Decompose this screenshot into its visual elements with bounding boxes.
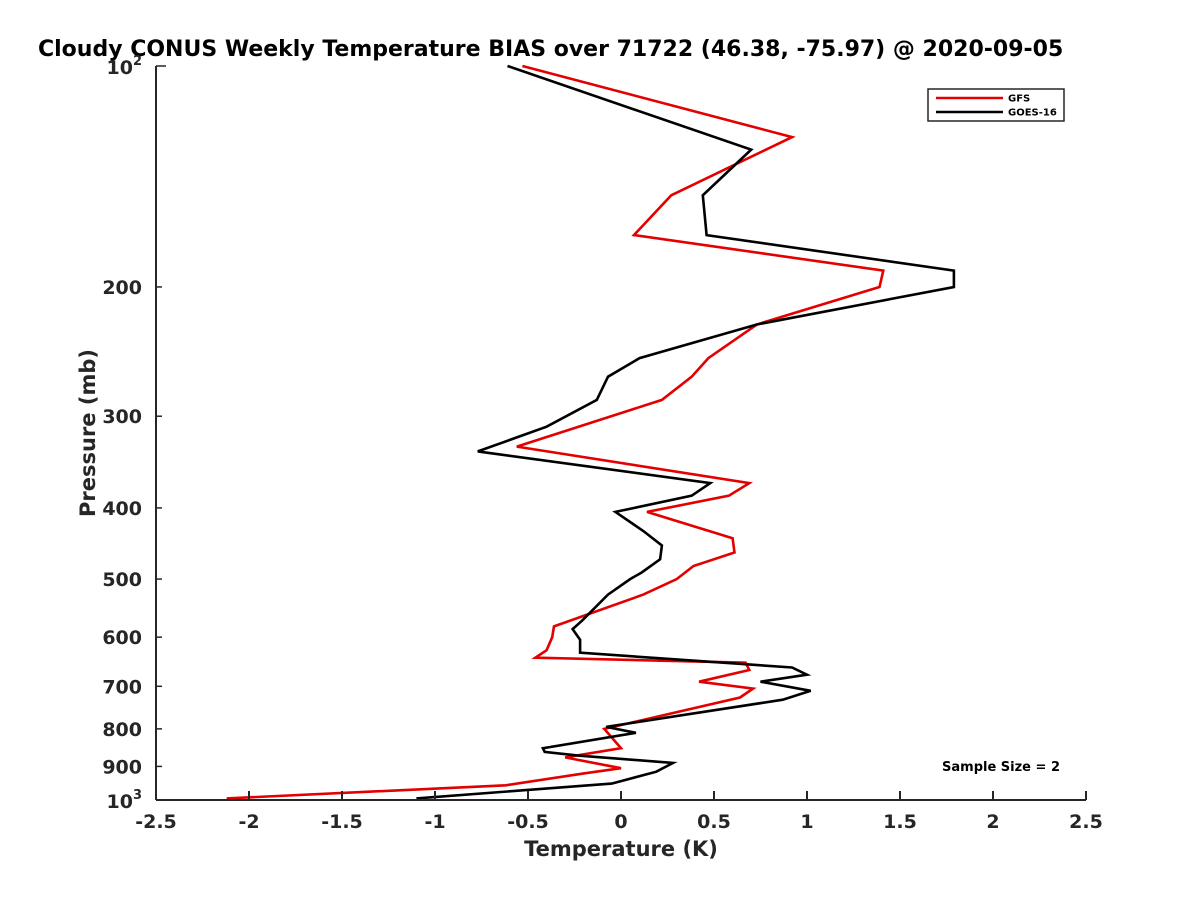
y-tick-label: 300: [102, 406, 142, 428]
x-tick-label: 0: [614, 811, 627, 833]
y-tick-label: 800: [102, 719, 142, 741]
sample-size-annotation: Sample Size = 2: [942, 760, 1060, 775]
y-tick-label: 700: [102, 676, 142, 698]
y-axis-ticks: 102 200 300 400 500 600 700 800 900 103: [102, 54, 166, 813]
series-layer: [226, 64, 956, 800]
y-tick-label: 400: [102, 498, 142, 520]
y-axis-label: Pressure (mb): [76, 349, 100, 517]
y-tick-label: 103: [107, 788, 143, 813]
axes-background: [156, 66, 1086, 800]
x-axis-label: Temperature (K): [524, 837, 718, 861]
y-tick-label: 200: [102, 277, 142, 299]
x-tick-label: -2: [238, 811, 259, 833]
series-line-gfs: [226, 64, 885, 800]
x-tick-label: 1: [800, 811, 813, 833]
x-tick-label: 1.5: [883, 811, 917, 833]
x-tick-label: -1.5: [321, 811, 363, 833]
x-tick-label: -2.5: [135, 811, 177, 833]
y-tick-label: 600: [102, 627, 142, 649]
series-line-goes-16: [416, 64, 956, 800]
plot-area: -2.5 -2 -1.5 -1 -0.5 0 0.5 1 1.5 2 2.5 102 200 300 40…: [102, 54, 1103, 833]
chart-title: Cloudy CONUS Weekly Temperature BIAS ove…: [38, 37, 1063, 62]
legend-label: GFS: [1008, 94, 1030, 105]
y-tick-label: 900: [102, 756, 142, 778]
y-tick-label: 500: [102, 569, 142, 591]
legend-label: GOES-16: [1008, 108, 1057, 119]
x-tick-label: -1: [424, 811, 445, 833]
legend: GFS GOES-16: [927, 88, 1065, 122]
x-axis-ticks: -2.5 -2 -1.5 -1 -0.5 0 0.5 1 1.5 2 2.5: [135, 791, 1103, 833]
y-tick-label: 102: [107, 54, 143, 79]
x-tick-label: -0.5: [507, 811, 549, 833]
x-tick-label: 0.5: [697, 811, 731, 833]
legend-box: [927, 88, 1065, 122]
x-tick-label: 2: [986, 811, 999, 833]
x-tick-label: 2.5: [1069, 811, 1103, 833]
